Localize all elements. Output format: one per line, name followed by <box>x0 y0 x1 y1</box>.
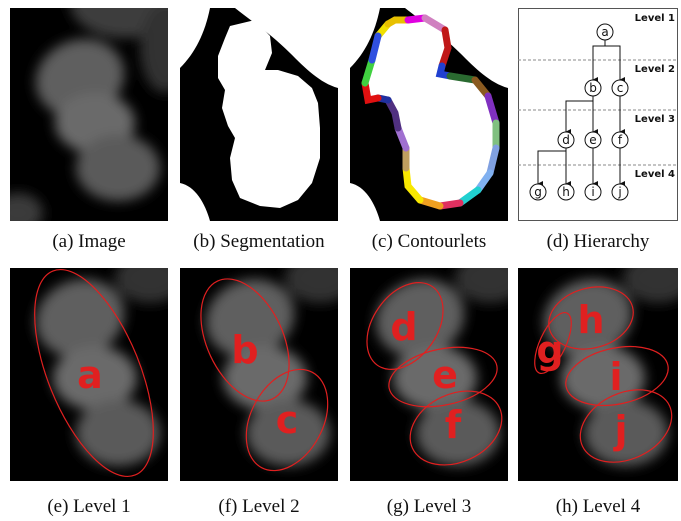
label-e: e <box>432 353 458 397</box>
ellipse-i <box>565 345 669 407</box>
ellipse-h <box>548 286 634 350</box>
panel-level-3: d e f <box>350 268 508 481</box>
node-b <box>584 79 602 97</box>
label-j: j <box>612 408 627 452</box>
node-b-label: b <box>589 81 597 95</box>
label-d: d <box>390 305 417 349</box>
label-f: f <box>445 403 462 447</box>
node-e <box>584 131 602 149</box>
ellipse-c <box>245 368 329 472</box>
node-f <box>611 131 629 149</box>
caption-a: (a) Image <box>52 231 126 252</box>
node-g <box>529 183 547 201</box>
node-h <box>557 183 575 201</box>
ellipse-j <box>579 389 673 463</box>
caption-b: (b) Segmentation <box>193 231 325 252</box>
node-c <box>611 79 629 97</box>
node-d-label: d <box>562 133 570 147</box>
node-i <box>584 183 602 201</box>
label-b: b <box>231 328 258 372</box>
microscopy-image <box>10 8 168 221</box>
node-a <box>596 23 614 41</box>
panel-image <box>10 8 168 221</box>
ellipse-b <box>200 278 290 402</box>
level-label-2: Level 2 <box>635 64 675 75</box>
caption-f: (f) Level 2 <box>218 496 300 517</box>
ellipse-f <box>409 390 503 466</box>
caption-c: (c) Contourlets <box>371 231 487 252</box>
level-label-4: Level 4 <box>635 169 675 180</box>
node-f-label: f <box>618 133 623 147</box>
node-g-label: g <box>534 185 542 199</box>
label-c: c <box>276 398 299 442</box>
node-i-label: i <box>591 185 594 199</box>
label-i: i <box>609 355 622 399</box>
ellipse-a <box>34 268 154 478</box>
segmentation-mask <box>180 8 338 221</box>
label-g: g <box>536 328 563 372</box>
caption-g: (g) Level 3 <box>386 496 472 517</box>
panel-level-2: b c <box>180 268 338 481</box>
label-h: h <box>577 298 604 342</box>
contourlets-image <box>350 8 508 221</box>
node-j-label: j <box>617 185 621 199</box>
level-label-3: Level 3 <box>635 114 675 125</box>
caption-e: (e) Level 1 <box>47 496 131 517</box>
node-j <box>611 183 629 201</box>
node-a-label: a <box>601 25 608 39</box>
ellipse-e <box>388 346 498 408</box>
node-c-label: c <box>617 81 624 95</box>
panel-contourlets <box>350 8 508 221</box>
caption-h: (h) Level 4 <box>555 496 641 517</box>
panel-level-4: g h i j <box>518 268 678 481</box>
level-label-1: Level 1 <box>635 13 675 24</box>
ellipse-g <box>534 311 572 375</box>
panel-hierarchy: Level 1 Level 2 Level 3 Level 4 <box>518 8 678 221</box>
node-e-label: e <box>589 133 596 147</box>
panel-level-1: a <box>10 268 168 481</box>
hierarchy-diagram: Level 1 Level 2 Level 3 Level 4 <box>518 8 678 221</box>
panel-segmentation <box>180 8 338 221</box>
ellipse-d <box>366 282 444 370</box>
caption-d: (d) Hierarchy <box>546 231 650 252</box>
label-a: a <box>77 353 103 397</box>
node-d <box>557 131 575 149</box>
node-h-label: h <box>562 185 570 199</box>
